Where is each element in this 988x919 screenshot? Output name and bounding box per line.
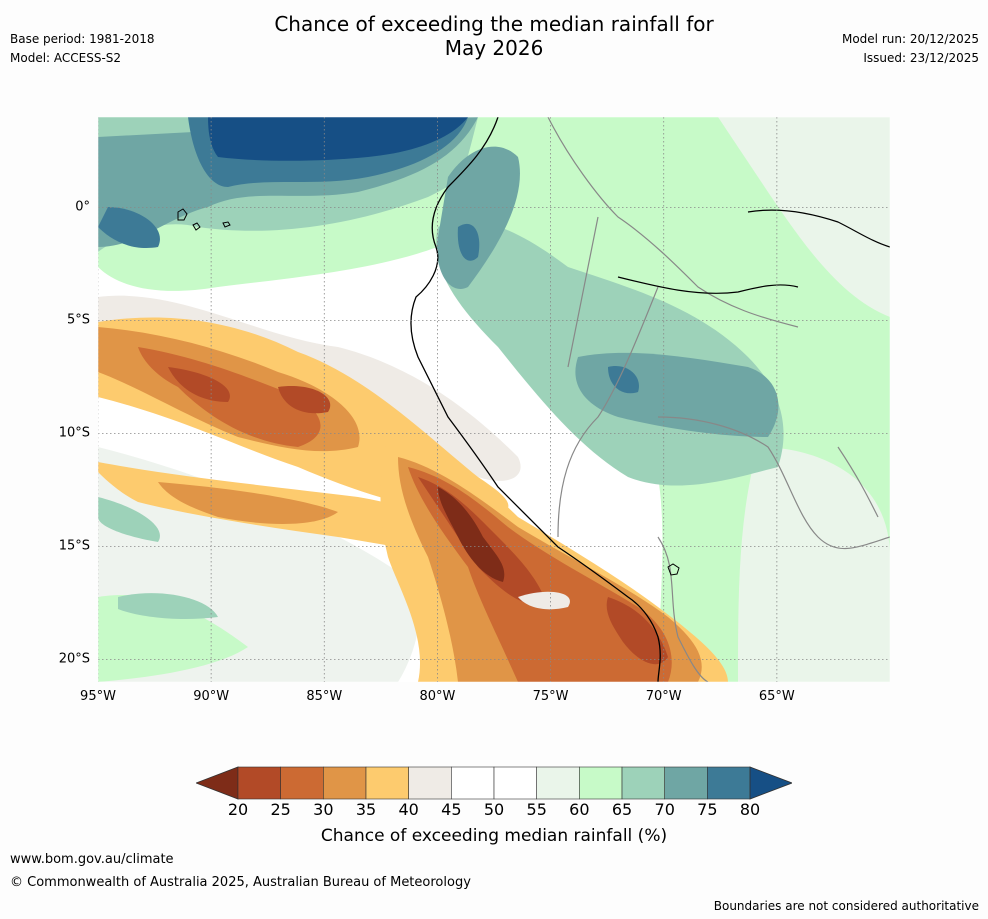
copyright-text: © Commonwealth of Australia 2025, Austra… (10, 875, 471, 890)
lake-titicaca (667, 563, 680, 576)
colorbar-swatch (451, 766, 495, 800)
colorbar-tick-label: 65 (611, 800, 633, 819)
colorbar-swatch (365, 766, 409, 800)
colorbar-tick-label: 70 (654, 800, 675, 819)
region-peru-offshore-brown-2 (278, 386, 331, 414)
longitude-label: 75°W (532, 689, 569, 704)
region-colombia-blue (457, 223, 480, 261)
latitude-label: 20°S (58, 651, 90, 667)
colorbar-swatch (280, 766, 324, 800)
colorbar-tick-label: 30 (313, 800, 334, 819)
longitude-label: 70°W (645, 689, 682, 704)
latitude-label: 0° (75, 199, 90, 215)
colorbar-tick-label: 75 (697, 800, 718, 819)
colorbar-swatch (408, 766, 452, 800)
base-period: Base period: 1981-2018 (10, 32, 155, 46)
region-coast-dry-darkbrown (438, 487, 505, 582)
latitude-label: 10°S (58, 425, 90, 441)
colorbar-swatch (579, 766, 623, 800)
colorbar-label: Chance of exceeding median rainfall (%) (320, 826, 668, 846)
region-se-pacific-teal (98, 497, 160, 542)
colorbar-tick-label: 60 (569, 800, 590, 819)
colorbar-swatch (707, 766, 751, 800)
colorbar-tick-label: 40 (398, 800, 419, 819)
title-line-2: May 2026 (444, 36, 544, 60)
country-boundary (547, 117, 890, 682)
colorbar-swatch (536, 766, 580, 800)
coastline (410, 117, 661, 682)
galapagos-islands (177, 208, 231, 231)
region-se-pacific-teal-2 (118, 593, 218, 620)
disclaimer-text: Boundaries are not considered authoritat… (713, 899, 979, 913)
colorbar (196, 766, 792, 800)
latitude-label: 15°S (58, 538, 90, 554)
colorbar-tick-label: 55 (526, 800, 547, 819)
region-amazon-light-south (738, 447, 890, 682)
longitude-label: 65°W (758, 689, 795, 704)
region-peru-offshore-brown (168, 367, 230, 402)
graticule (98, 117, 890, 682)
region-north-wet-dark (208, 117, 468, 161)
model-name: Model: ACCESS-S2 (10, 51, 122, 65)
website-link[interactable]: www.bom.gov.au/climate (10, 852, 174, 867)
colorbar-under-triangle (196, 766, 239, 800)
region-coast-dry-pale (518, 591, 570, 610)
region-amazon-light (718, 117, 890, 317)
longitude-label: 85°W (306, 689, 343, 704)
region-colombia-teal (437, 146, 520, 289)
colorbar-swatch (323, 766, 367, 800)
model-run: Model run: 20/12/2025 (841, 32, 979, 46)
colorbar-swatch (664, 766, 708, 800)
title-line-1: Chance of exceeding the median rainfall … (274, 12, 714, 36)
longitude-label: 90°W (193, 689, 230, 704)
colorbar-tick-label: 50 (483, 800, 505, 819)
colorbar-tick-label: 25 (270, 800, 291, 819)
longitude-label: 80°W (419, 689, 456, 704)
colorbar-tick-label: 45 (441, 800, 462, 819)
map-title: Chance of exceeding the median rainfall … (0, 12, 988, 60)
colorbar-swatch (237, 766, 281, 800)
colorbar-swatch (493, 766, 537, 800)
latitude-label: 5°S (66, 312, 90, 328)
colorbar-tick-label: 20 (227, 800, 249, 819)
meta-right: Model run: 20/12/2025 Issued: 23/12/2025 (842, 30, 979, 68)
issued-date: Issued: 23/12/2025 (863, 51, 979, 65)
colorbar-swatch (621, 766, 665, 800)
region-dry-band-2-orange (158, 482, 338, 524)
region-coast-dry-brown-south (606, 597, 668, 665)
rainfall-map (98, 117, 890, 682)
region-equatorial-wet-blue (98, 207, 160, 248)
colorbar-tick-label: 80 (739, 800, 761, 819)
meta-left: Base period: 1981-2018 Model: ACCESS-S2 (10, 30, 155, 68)
amazon-river (617, 209, 890, 294)
region-se-pacific-green (98, 595, 248, 682)
colorbar-tick-label: 35 (355, 800, 377, 819)
colorbar-over-triangle (749, 766, 792, 800)
longitude-label: 95°W (80, 689, 116, 704)
